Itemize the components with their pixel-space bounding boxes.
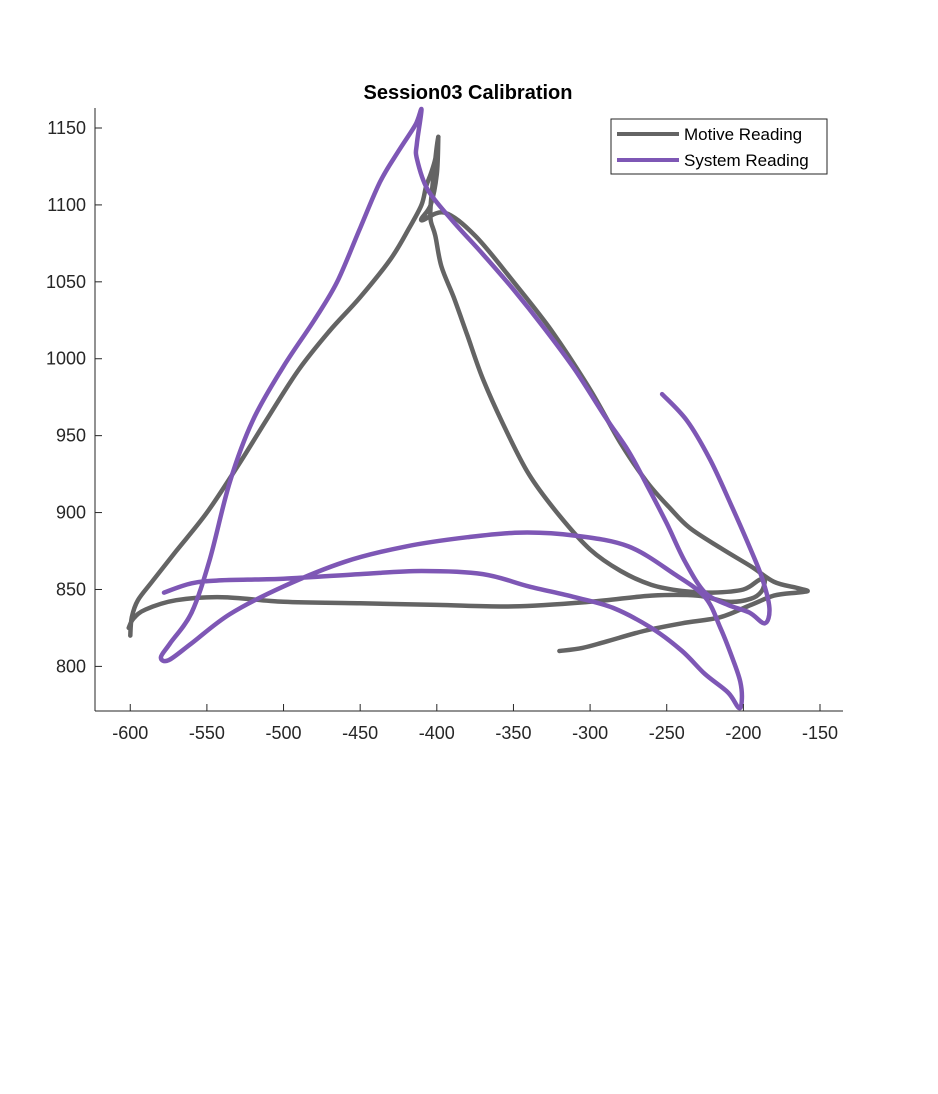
- y-tick-label: 1150: [47, 118, 86, 138]
- plot-area: -600 -550 -500 -450 -400 -350 -300 -250 -200 -150…: [46, 106, 843, 743]
- legend-box: [610, 118, 828, 175]
- series-line-system-reading: [158, 106, 772, 711]
- x-tick-label: -550: [189, 723, 225, 743]
- x-axis-ticks: -600 -550 -500 -450 -400 -350 -300 -250 -200 -150: [112, 704, 838, 743]
- y-axis-ticks: 800 850 900 950 1000 1050 1100 1150: [46, 118, 102, 676]
- x-tick-label: -400: [419, 723, 455, 743]
- x-tick-label: -500: [266, 723, 302, 743]
- x-tick-label: -600: [112, 723, 148, 743]
- y-tick-label: 800: [56, 656, 86, 676]
- y-tick-label: 950: [56, 426, 86, 446]
- x-tick-label: -450: [342, 723, 378, 743]
- y-tick-label: 900: [56, 503, 86, 523]
- y-tick-label: 850: [56, 579, 86, 599]
- x-tick-label: -350: [495, 723, 531, 743]
- series-line-motive-reading: [126, 134, 768, 638]
- legend: Motive Reading System Reading: [610, 118, 828, 175]
- y-tick-label: 1100: [47, 195, 86, 215]
- x-tick-label: -250: [649, 723, 685, 743]
- legend-label-motive-reading: Motive Reading: [684, 125, 802, 144]
- x-tick-label: -200: [725, 723, 761, 743]
- chart-title: Session03 Calibration: [364, 82, 573, 104]
- y-tick-label: 1000: [46, 349, 86, 369]
- y-tick-label: 1050: [46, 272, 86, 292]
- x-tick-label: -150: [802, 723, 838, 743]
- series-line-motive-reading-part-2: [418, 134, 810, 654]
- x-tick-label: -300: [572, 723, 608, 743]
- legend-label-system-reading: System Reading: [684, 151, 809, 170]
- series-layer: [126, 106, 810, 711]
